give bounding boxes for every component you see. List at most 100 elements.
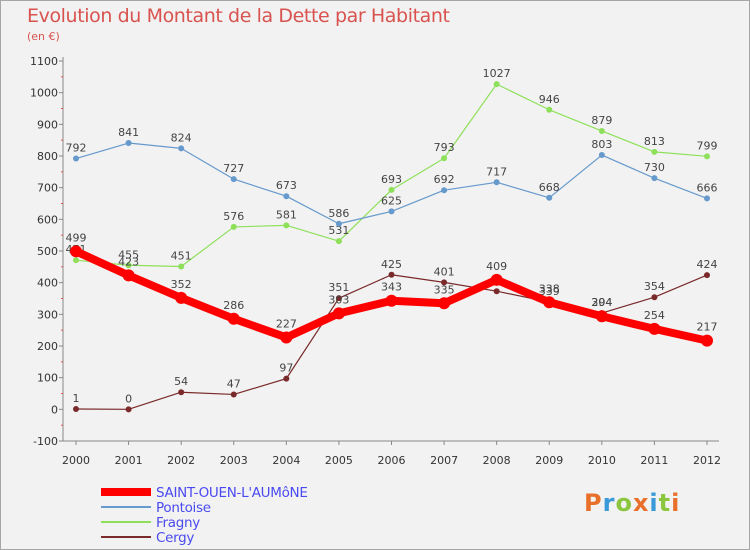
data-point <box>651 175 658 182</box>
data-label: 304 <box>591 296 612 309</box>
data-label: 303 <box>328 293 349 306</box>
data-label: 793 <box>434 141 455 154</box>
data-label: 1027 <box>483 67 511 80</box>
data-label: 727 <box>223 162 244 175</box>
data-point <box>441 279 448 286</box>
x-tick-label: 2000 <box>62 454 90 467</box>
data-label: 294 <box>591 296 612 309</box>
data-label: 730 <box>644 161 665 174</box>
data-point <box>598 127 605 134</box>
data-point <box>388 271 395 278</box>
x-tick-label: 2002 <box>167 454 195 467</box>
data-label: 803 <box>591 138 612 151</box>
data-label: 717 <box>486 165 507 178</box>
data-label: 401 <box>434 265 455 278</box>
data-point <box>73 406 79 413</box>
legend-swatch <box>101 536 151 538</box>
data-label: 425 <box>381 258 402 271</box>
data-label: 692 <box>434 173 455 186</box>
data-point <box>595 310 608 323</box>
data-label: 343 <box>381 281 402 294</box>
data-point <box>388 208 395 215</box>
data-point <box>125 406 132 413</box>
logo-letter: t <box>658 489 672 517</box>
data-point <box>543 296 556 309</box>
proxiti-logo: Proxiti <box>584 489 680 517</box>
data-label: 668 <box>539 181 560 194</box>
data-label: 792 <box>66 142 87 155</box>
data-point <box>230 176 237 183</box>
data-label: 824 <box>171 131 192 144</box>
data-label: 946 <box>539 93 560 106</box>
data-label: 0 <box>125 392 132 405</box>
data-label: 286 <box>223 299 244 312</box>
data-label: 97 <box>279 362 293 375</box>
data-point <box>125 140 132 147</box>
legend-label: SAINT-OUEN-L'AUMôNE <box>156 485 308 501</box>
data-point <box>335 220 342 227</box>
data-label: 54 <box>174 375 188 388</box>
logo-letter: P <box>584 489 603 517</box>
data-point <box>227 312 240 325</box>
x-tick-label: 2006 <box>378 454 406 467</box>
data-point <box>73 155 79 162</box>
data-label: 799 <box>697 139 718 152</box>
logo-letter: o <box>615 489 633 517</box>
data-label: 879 <box>591 114 612 127</box>
legend-swatch <box>101 506 151 508</box>
data-point <box>283 193 290 200</box>
data-point <box>598 152 605 159</box>
data-label: 354 <box>644 280 665 293</box>
legend-label: Fragny <box>156 515 200 531</box>
data-label: 227 <box>276 317 297 330</box>
data-label: 625 <box>381 194 402 207</box>
data-label: 217 <box>697 321 718 334</box>
data-point <box>230 223 237 230</box>
data-label: 693 <box>381 173 402 186</box>
y-tick-label: 300 <box>37 308 58 321</box>
data-point <box>122 269 135 282</box>
data-label: 499 <box>66 231 87 244</box>
legend-label: Cergy <box>156 530 195 546</box>
data-label: 254 <box>644 309 665 322</box>
logo-letter: x <box>632 489 650 517</box>
data-point <box>493 288 500 295</box>
y-tick-label: 600 <box>37 213 58 226</box>
y-tick-label: 1100 <box>30 55 58 68</box>
data-label: 455 <box>118 248 139 261</box>
data-point <box>701 334 713 347</box>
data-point <box>493 179 500 186</box>
data-point <box>283 375 290 382</box>
data-point <box>178 389 185 396</box>
data-point <box>441 187 448 194</box>
data-point <box>332 307 345 320</box>
y-tick-label: 200 <box>37 340 58 353</box>
data-point <box>73 257 79 264</box>
data-label: 351 <box>328 281 349 294</box>
x-tick-label: 2004 <box>272 454 300 467</box>
data-point <box>388 186 395 193</box>
data-label: 531 <box>328 224 349 237</box>
x-tick-label: 2001 <box>115 454 143 467</box>
legend-label: Pontoise <box>156 500 211 516</box>
data-point <box>385 294 398 307</box>
x-tick-label: 2008 <box>483 454 511 467</box>
data-point <box>438 297 451 310</box>
data-point <box>546 106 553 113</box>
data-point <box>651 294 658 301</box>
data-point <box>178 263 185 270</box>
data-label: 338 <box>539 282 560 295</box>
data-label: 409 <box>486 260 507 273</box>
data-point <box>175 291 188 304</box>
data-label: 424 <box>697 258 718 271</box>
x-tick-label: 2011 <box>640 454 668 467</box>
data-label: 841 <box>118 126 139 139</box>
data-label: 673 <box>276 179 297 192</box>
x-tick-label: 2003 <box>220 454 248 467</box>
data-label: 339 <box>539 285 560 298</box>
data-label: 352 <box>171 278 192 291</box>
data-point <box>651 148 658 155</box>
logo-letter: i <box>649 489 659 517</box>
